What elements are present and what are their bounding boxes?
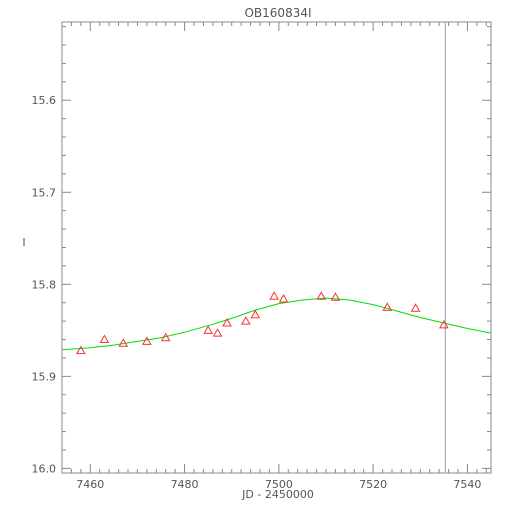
data-point-triangle: [438, 319, 449, 329]
y-axis-label: I: [22, 236, 25, 249]
data-point-triangle: [240, 316, 251, 325]
data-point-triangle: [330, 292, 341, 301]
x-tick-label: 7460: [76, 478, 104, 491]
x-axis-label: JD - 2450000: [241, 488, 314, 501]
plot-frame: [61, 21, 492, 474]
x-tick-label: 7540: [453, 478, 481, 491]
y-tick-label: 15.9: [32, 370, 57, 383]
data-point-triangle: [212, 328, 223, 337]
x-tick-label: 7520: [359, 478, 387, 491]
x-tick-label: 7500: [265, 478, 293, 491]
data-point-triangle: [410, 303, 421, 312]
data-point-triangle: [269, 291, 280, 300]
data-point-triangle: [75, 345, 86, 355]
data-point-triangle: [118, 338, 129, 347]
data-point-triangle: [160, 332, 171, 342]
x-tick-label: 7480: [171, 478, 199, 491]
data-point-triangle: [382, 302, 393, 311]
data-point-triangle: [141, 336, 152, 345]
data-point-triangle: [203, 325, 214, 334]
y-tick-label: 16.0: [32, 462, 57, 475]
plot-area: 7460 7480 7500 7520 7540 15.6 15.7 15.8 15.9 16.0: [32, 21, 492, 491]
y-tick-label: 15.7: [32, 186, 57, 199]
data-point-triangle: [222, 317, 232, 327]
data-point-triangle: [278, 294, 289, 303]
chart-title: OB160834I: [244, 6, 311, 20]
model-curve-line: [61, 297, 492, 351]
data-point-triangle: [99, 334, 110, 344]
y-tick-label: 15.8: [32, 278, 57, 291]
data-point-triangle: [316, 291, 327, 300]
data-point-triangle: [250, 309, 261, 319]
y-tick-label: 15.6: [32, 94, 57, 107]
